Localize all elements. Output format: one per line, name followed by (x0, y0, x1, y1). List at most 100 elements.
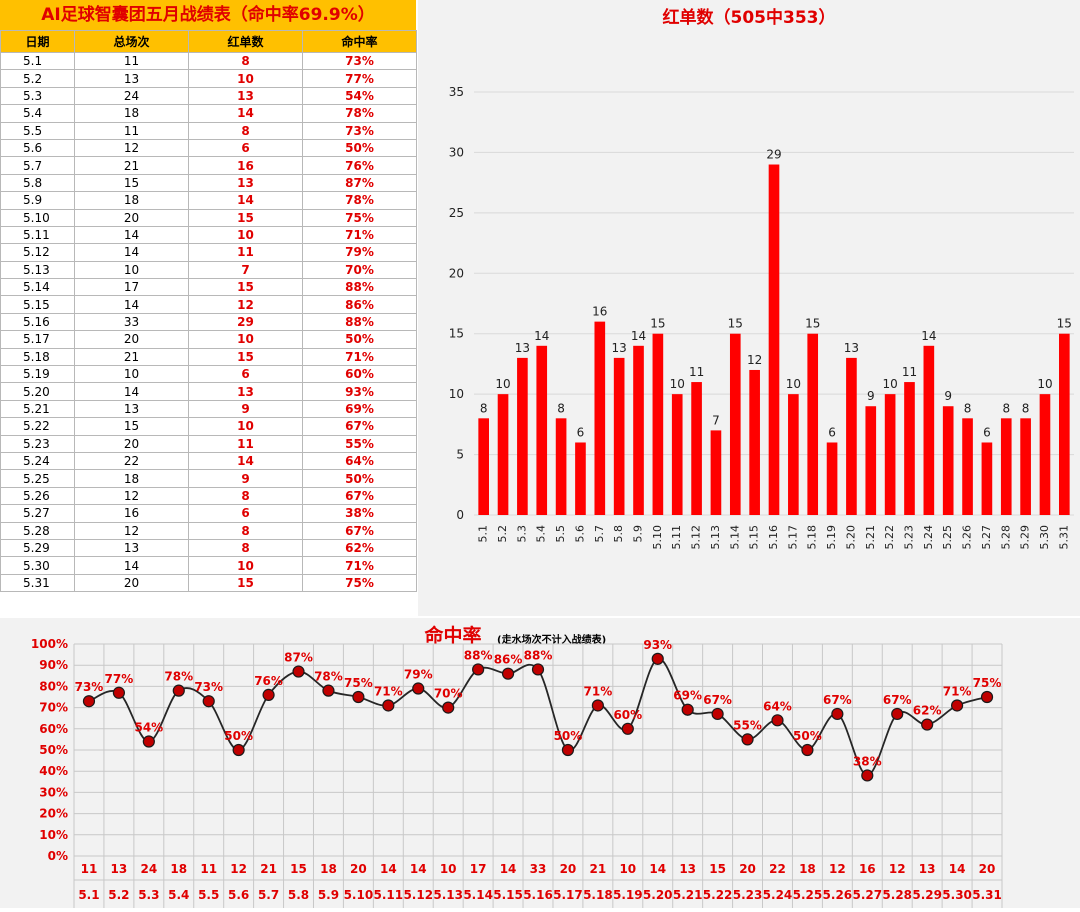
cell-date: 5.28 (0, 521, 75, 540)
cell-rate: 64% (302, 451, 417, 471)
rate-data-label: 67% (883, 693, 912, 707)
rate-point (442, 701, 455, 714)
bar (846, 357, 857, 515)
rate-point (82, 695, 96, 708)
line-x-tick-label: 5.6 (228, 888, 249, 902)
cell-total: 20 (74, 434, 189, 453)
cell-total: 24 (74, 86, 189, 106)
line-x-tick-label: 5.2 (108, 888, 129, 902)
table-row: 5.2 13 10 77% (0, 69, 417, 88)
cell-wins: 11 (188, 243, 303, 262)
cell-date: 5.17 (0, 330, 75, 349)
cell-date: 5.9 (0, 191, 75, 210)
total-matches-label: 16 (859, 862, 876, 876)
rate-point (681, 703, 694, 716)
line-y-tick-label: 40% (39, 764, 68, 778)
total-matches-label: 14 (649, 862, 666, 876)
cell-rate: 67% (302, 521, 417, 540)
cell-date: 5.6 (0, 138, 75, 158)
rate-data-label: 60% (613, 708, 642, 722)
line-x-tick-label: 5.29 (912, 888, 942, 902)
cell-wins: 15 (188, 278, 303, 297)
line-y-tick-label: 0% (48, 849, 68, 863)
cell-total: 20 (74, 330, 189, 349)
cell-rate: 73% (302, 51, 417, 71)
bar-chart: 红单数（505中353） 0 5 10 15 20 25 30 35 8 5.1 10 5.2 13 5.3… (449, 7, 1074, 550)
total-matches-label: 15 (709, 862, 726, 876)
table-row: 5.19 10 6 60% (0, 365, 417, 384)
cell-rate: 88% (302, 312, 417, 332)
line-y-tick-label: 80% (39, 679, 68, 693)
bar (517, 357, 528, 515)
cell-wins: 15 (188, 208, 303, 227)
bar-value-label: 9 (867, 389, 875, 403)
rate-data-label: 67% (703, 693, 732, 707)
line-x-tick-label: 5.12 (403, 888, 433, 902)
cell-date: 5.18 (0, 347, 75, 367)
bar (691, 382, 702, 515)
cell-rate: 79% (302, 243, 417, 262)
line-x-tick-label: 5.22 (703, 888, 733, 902)
line-chart-panel: 命中率 (走水场次不计入战绩表) 0% 10% 20% 30% 40% 50% 60% 70% 80… (0, 618, 1080, 908)
bar (633, 345, 644, 515)
line-x-tick-label: 5.13 (433, 888, 463, 902)
total-matches-label: 14 (380, 862, 397, 876)
bar-value-label: 8 (1022, 401, 1030, 415)
bar-x-tick-label: 5.18 (806, 525, 819, 550)
cell-wins: 13 (188, 382, 303, 401)
table-row: 5.20 14 13 93% (0, 382, 417, 401)
line-chart: 命中率 (走水场次不计入战绩表) 0% 10% 20% 30% 40% 50% 60% 70% 80… (31, 624, 1003, 908)
cell-wins: 10 (188, 556, 303, 575)
cell-wins: 12 (188, 295, 303, 314)
cell-rate: 86% (302, 295, 417, 314)
bar-x-tick-label: 5.4 (535, 525, 548, 543)
line-x-tick-label: 5.15 (493, 888, 523, 902)
line-x-tick-label: 5.1 (78, 888, 99, 902)
bar-value-label: 7 (712, 413, 720, 427)
bar (478, 418, 489, 515)
cell-total: 13 (74, 538, 189, 558)
cell-wins: 9 (188, 399, 303, 419)
table-row: 5.8 15 13 87% (0, 173, 417, 193)
rate-point (112, 686, 126, 699)
bar (788, 394, 799, 515)
table-row: 5.18 21 15 71% (0, 347, 417, 367)
table-row: 5.24 22 14 64% (0, 451, 417, 471)
cell-wins: 29 (188, 312, 303, 332)
total-matches-label: 14 (949, 862, 966, 876)
line-y-tick-label: 50% (39, 743, 68, 757)
bar-y-tick-label: 5 (456, 448, 464, 462)
table-row: 5.3 24 13 54% (0, 86, 417, 106)
cell-rate: 87% (302, 173, 417, 193)
cell-rate: 78% (302, 104, 417, 123)
cell-rate: 50% (302, 330, 417, 349)
bar-x-tick-label: 5.11 (670, 525, 683, 550)
line-x-tick-label: 5.19 (613, 888, 643, 902)
line-x-tick-label: 5.26 (823, 888, 853, 902)
rate-data-label: 73% (194, 680, 223, 694)
total-matches-label: 14 (410, 862, 427, 876)
bar-value-label: 8 (480, 401, 488, 415)
rate-data-label: 93% (643, 638, 672, 652)
bar-x-tick-label: 5.20 (844, 525, 857, 550)
total-matches-label: 14 (500, 862, 517, 876)
cell-total: 12 (74, 138, 189, 158)
cell-wins: 15 (188, 573, 303, 593)
rate-data-label: 79% (404, 668, 433, 682)
rate-point (561, 743, 575, 757)
table-body: 5.1 11 8 73% 5.2 13 10 77% 5.3 24 13 54% 5.4 18 14 78% 5… (0, 51, 417, 593)
line-y-tick-label: 30% (39, 785, 68, 799)
rate-point (801, 743, 814, 757)
cell-date: 5.20 (0, 382, 75, 401)
cell-total: 14 (74, 243, 189, 262)
table-row: 5.25 18 9 50% (0, 469, 417, 488)
bar-x-tick-label: 5.8 (612, 525, 625, 543)
cell-total: 17 (74, 278, 189, 297)
cell-wins: 9 (188, 469, 303, 488)
bar (613, 357, 625, 515)
cell-date: 5.11 (0, 225, 75, 245)
line-x-tick-label: 5.16 (523, 888, 553, 902)
cell-date: 5.19 (0, 365, 75, 384)
cell-date: 5.13 (0, 260, 75, 280)
bar-x-tick-label: 5.13 (709, 525, 722, 550)
